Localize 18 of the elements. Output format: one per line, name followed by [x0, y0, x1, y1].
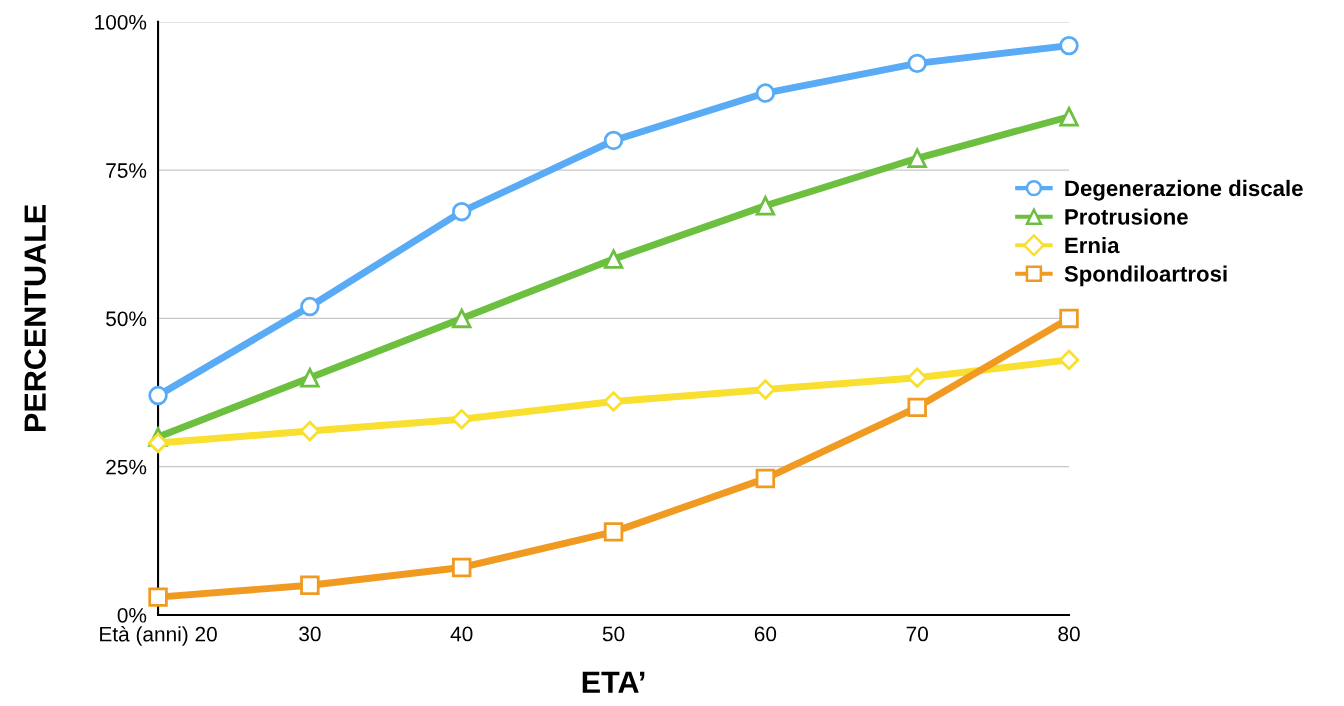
x-tick-label: 70	[906, 626, 928, 642]
x-tick-label: 30	[299, 626, 321, 642]
x-tick-label: 60	[754, 626, 777, 642]
x-tick-label: 50	[602, 626, 625, 642]
y-tick-label: 75%	[106, 163, 147, 178]
legend-label: Ernia	[1065, 236, 1120, 254]
y-axis-title: PERCENTUALE	[24, 205, 46, 431]
x-tick-label: Età (anni) 20	[100, 626, 217, 646]
legend-label: Spondiloartrosi	[1064, 265, 1227, 287]
y-tick-label: 50%	[106, 311, 147, 327]
legend-label: Protrusione	[1065, 208, 1188, 225]
x-tick-label: 40	[450, 626, 473, 642]
legend-label: Degenerazione discale	[1065, 179, 1303, 201]
y-tick-label: 25%	[106, 459, 147, 475]
y-tick-label: 100%	[95, 14, 147, 30]
y-tick-label: 0%	[117, 607, 147, 623]
x-axis-title: ETA’	[582, 671, 645, 693]
x-tick-label: 80	[1058, 626, 1080, 642]
